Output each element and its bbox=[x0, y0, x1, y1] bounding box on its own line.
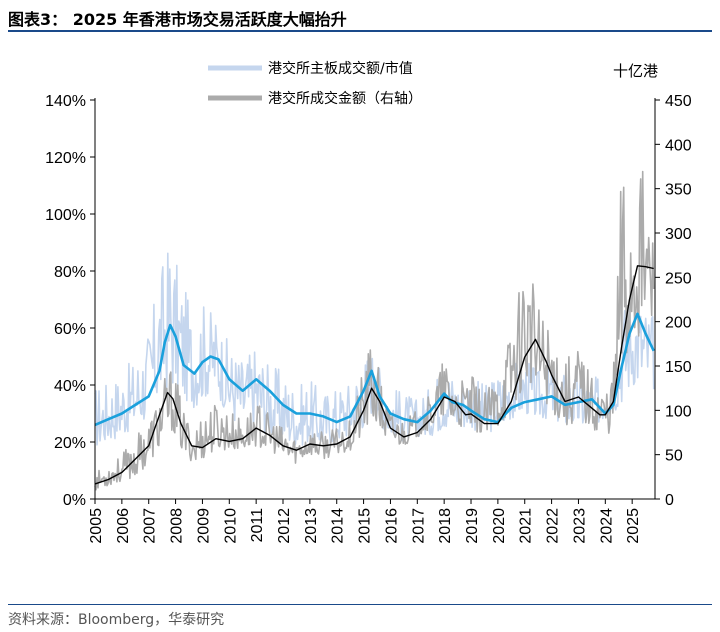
right-tick-label: 200 bbox=[665, 315, 692, 332]
right-tick-label: 100 bbox=[665, 403, 692, 420]
x-tick-label: 2025 bbox=[625, 508, 642, 544]
series-turnover-moving-average bbox=[94, 265, 654, 485]
source-note: 资料来源：Bloomberg，华泰研究 bbox=[8, 612, 225, 628]
x-tick-label: 2017 bbox=[410, 508, 427, 544]
right-tick-label: 50 bbox=[665, 448, 683, 465]
x-tick-label: 2010 bbox=[222, 508, 239, 544]
x-tick-label: 2006 bbox=[115, 508, 132, 544]
right-tick-label: 450 bbox=[665, 93, 692, 110]
right-tick-label: 300 bbox=[665, 226, 692, 243]
x-tick-label: 2020 bbox=[491, 508, 508, 544]
x-tick-label: 2012 bbox=[276, 508, 293, 544]
left-tick-label: 100% bbox=[45, 207, 86, 224]
figure-title: 图表3： 2025 年香港市场交易活跃度大幅抬升 bbox=[8, 10, 347, 29]
left-tick-label: 120% bbox=[45, 150, 86, 167]
x-tick-label: 2013 bbox=[303, 508, 320, 544]
series-ratio-moving-average bbox=[94, 312, 655, 427]
x-tick-label: 2023 bbox=[571, 508, 588, 544]
chart-svg: 0% 20% 40% 60% 80% 100% 120% 140% 0 50 100 150 200 25… bbox=[45, 60, 692, 544]
right-axis-unit: 十亿港 bbox=[613, 62, 658, 80]
moving-average-layer bbox=[94, 265, 655, 485]
right-tick-label: 0 bbox=[665, 492, 674, 509]
x-tick-label: 2007 bbox=[142, 508, 159, 544]
left-tick-label: 40% bbox=[54, 378, 86, 395]
right-tick-label: 350 bbox=[665, 182, 692, 199]
left-tick-label: 80% bbox=[54, 264, 86, 281]
title-rule bbox=[8, 30, 712, 32]
right-tick-label: 250 bbox=[665, 270, 692, 287]
left-tick-label: 140% bbox=[45, 93, 86, 110]
raw-series-layer bbox=[94, 170, 655, 491]
x-tick-label: 2021 bbox=[518, 508, 535, 544]
legend: 港交所主板成交额/市值 港交所成交金额（右轴） bbox=[208, 60, 422, 107]
x-tick-label: 2018 bbox=[437, 508, 454, 544]
left-tick-label: 60% bbox=[54, 321, 86, 338]
x-tick-label: 2019 bbox=[464, 508, 481, 544]
right-tick-label: 400 bbox=[665, 137, 692, 154]
x-tick-label: 2011 bbox=[249, 508, 266, 543]
x-tick-label: 2005 bbox=[88, 508, 105, 544]
axes-layer: 0% 20% 40% 60% 80% 100% 120% 140% 0 50 100 150 200 25… bbox=[45, 93, 692, 544]
left-tick-label: 20% bbox=[54, 435, 86, 452]
legend-label-ratio: 港交所主板成交额/市值 bbox=[268, 60, 413, 77]
x-tick-label: 2014 bbox=[330, 508, 347, 544]
x-tick-label: 2009 bbox=[195, 508, 212, 544]
x-tick-label: 2008 bbox=[169, 508, 186, 544]
legend-label-turnover: 港交所成交金额（右轴） bbox=[268, 90, 422, 107]
x-tick-label: 2016 bbox=[383, 508, 400, 544]
right-tick-label: 150 bbox=[665, 359, 692, 376]
left-tick-label: 0% bbox=[63, 492, 86, 509]
x-tick-label: 2022 bbox=[545, 508, 562, 544]
source-rule bbox=[8, 604, 712, 605]
x-tick-label: 2024 bbox=[598, 508, 615, 544]
x-tick-label: 2015 bbox=[357, 508, 374, 544]
